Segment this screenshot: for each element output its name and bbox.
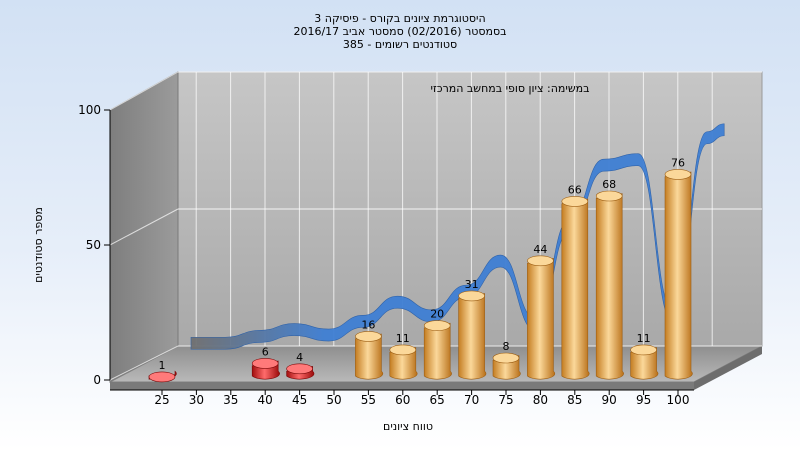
bar-value-label-75: 8 [503, 340, 510, 353]
bar-top-45 [286, 363, 313, 375]
chart-title-block: היסטוגרמת ציונים בקורס - פיסיקה 3 בסמסטר… [293, 12, 506, 51]
bar-body-65 [423, 322, 452, 380]
bar-body-60 [389, 347, 418, 380]
bar-body-55 [355, 333, 384, 380]
bar-body-70 [458, 293, 487, 380]
grid-line-side-0 [109, 345, 179, 381]
x-tick-label-80: 80 [533, 393, 548, 407]
bar-top-85 [561, 196, 589, 207]
x-tick-label-60: 60 [395, 393, 410, 407]
bar-value-label-80: 44 [533, 243, 547, 256]
bar-top-60 [389, 344, 417, 356]
chart-title-line-1: היסטוגרמת ציונים בקורס - פיסיקה 3 [314, 12, 485, 25]
bar-65 [423, 320, 452, 380]
x-tick-label-65: 65 [430, 393, 445, 407]
bar-top-75 [492, 352, 520, 364]
bar-75 [492, 352, 521, 380]
bar-top-100 [664, 169, 692, 180]
bar-value-label-55: 16 [361, 318, 375, 331]
bar-value-label-40: 6 [262, 345, 269, 358]
trend-ribbon [190, 123, 725, 350]
trend-ribbon-path [190, 123, 725, 350]
bar-top-80 [527, 255, 554, 267]
chart-title-line-3: 385 - סטודנטים רשומים [343, 38, 457, 51]
bar-value-label-65: 20 [430, 308, 444, 321]
bar-25 [148, 370, 177, 383]
bar-value-label-90: 68 [602, 178, 616, 191]
bar-top-55 [355, 331, 382, 342]
bar-value-label-45: 4 [296, 351, 303, 364]
grid-line-side-100 [109, 71, 179, 111]
grid-line-side-50 [109, 208, 179, 246]
bar-top-25 [148, 371, 176, 383]
y-tick-label-50: 50 [86, 238, 101, 252]
floor-front-edge [110, 382, 694, 390]
y-axis-label: מספר סטודנטים [32, 207, 45, 283]
bar-top-40 [251, 358, 279, 369]
bar-value-label-70: 31 [465, 278, 479, 291]
x-axis-label: טווח ציונים [383, 420, 433, 433]
x-tick-label-55: 55 [361, 393, 376, 407]
bar-85 [561, 196, 590, 380]
bar-body-80 [527, 258, 556, 380]
x-tick-label-70: 70 [464, 393, 479, 407]
bar-55 [355, 331, 384, 380]
bar-value-label-95: 11 [637, 332, 651, 345]
bar-40 [251, 358, 280, 380]
bar-value-label-85: 66 [568, 183, 582, 196]
bar-body-100 [664, 171, 693, 380]
x-tick-label-30: 30 [189, 393, 204, 407]
x-tick-label-100: 100 [667, 393, 690, 407]
x-tick-label-95: 95 [636, 393, 651, 407]
bar-top-95 [630, 344, 657, 356]
bar-95 [630, 344, 659, 380]
bar-value-label-100: 76 [671, 156, 685, 169]
x-tick-label-35: 35 [223, 393, 238, 407]
x-tick-label-85: 85 [567, 393, 582, 407]
y-tick-label-0: 0 [93, 373, 101, 387]
bar-80 [527, 255, 556, 380]
x-tick-label-45: 45 [292, 393, 307, 407]
bar-top-65 [423, 320, 451, 331]
bar-body-90 [595, 193, 624, 380]
bar-100 [664, 169, 693, 380]
bar-top-70 [458, 290, 485, 302]
bar-value-label-25: 1 [159, 359, 166, 372]
bar-90 [595, 190, 624, 380]
bar-top-90 [595, 190, 623, 202]
x-tick-label-50: 50 [326, 393, 341, 407]
bar-60 [389, 344, 418, 380]
chart-subtitle: במשימה: ציון סופי במחשב המרכזי [430, 82, 589, 95]
floor-right-edge [694, 346, 762, 390]
x-tick-label-90: 90 [602, 393, 617, 407]
y-tick-label-100: 100 [78, 103, 101, 117]
chart-title-line-2: בסמסטר (02/2016) סמסטר אביב 2016/17 [293, 25, 506, 38]
x-tick-label-25: 25 [154, 393, 169, 407]
bar-body-95 [630, 347, 659, 380]
x-tick-label-75: 75 [498, 393, 513, 407]
x-tick-label-40: 40 [258, 393, 273, 407]
bar-body-85 [561, 198, 590, 380]
y-axis: 0 50 100 [78, 103, 111, 387]
bar-70 [458, 290, 487, 380]
bar-45 [286, 363, 315, 380]
x-axis: 25 30 35 40 45 50 55 60 65 70 75 80 85 90 95 100 [110, 389, 694, 407]
bar-value-label-60: 11 [396, 332, 410, 345]
